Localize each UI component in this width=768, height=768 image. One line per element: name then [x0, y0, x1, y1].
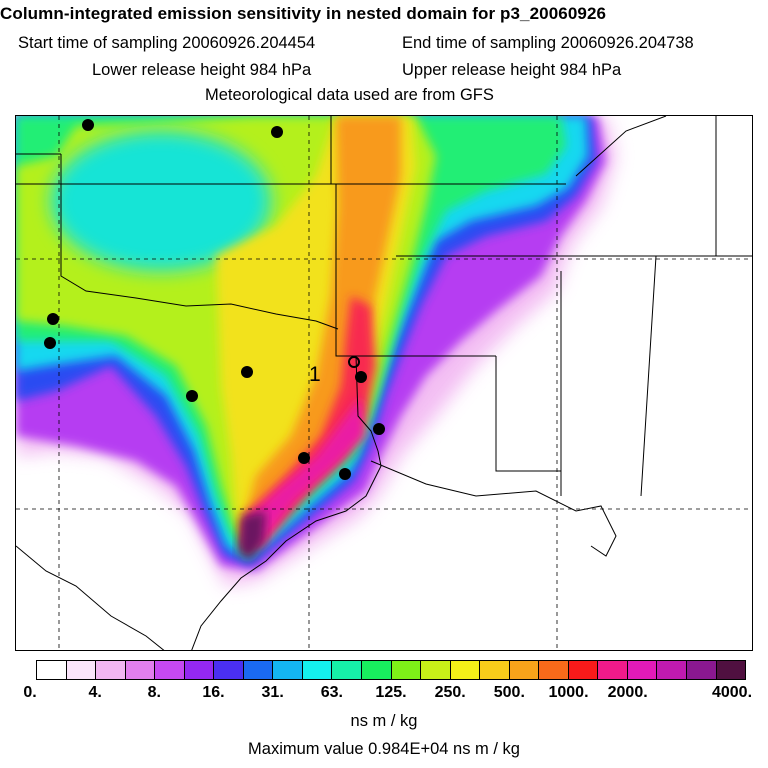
- contour-max: [238, 511, 266, 561]
- site-marker: [82, 119, 94, 131]
- colorbar-tick-label: 8.: [147, 684, 161, 701]
- colorbar-segment: [450, 661, 481, 679]
- colorbar-segment: [716, 661, 746, 679]
- state-border-la-tx: [355, 355, 379, 452]
- colorbar-segment: [509, 661, 540, 679]
- site-marker: [339, 468, 351, 480]
- state-border-ok-tx: [60, 154, 339, 330]
- mexico-border: [16, 545, 165, 650]
- site-marker: [373, 423, 385, 435]
- colorbar-segment: [362, 661, 392, 679]
- site-marker: [298, 452, 310, 464]
- contour-cyan-core: [51, 131, 271, 271]
- colorbar-tick-label: 63.: [320, 684, 343, 701]
- state-border-upper: [575, 116, 667, 177]
- contour-orange: [241, 116, 401, 536]
- colorbar-tick-label: 2000.: [607, 684, 648, 701]
- colorbar-segment: [96, 661, 126, 679]
- colorbar-segment: [214, 661, 244, 679]
- site-marker: [355, 371, 367, 383]
- coastline-east: [370, 460, 617, 557]
- colorbar-segment: [125, 661, 156, 679]
- colorbar-segment: [66, 661, 97, 679]
- release-point-marker: [348, 356, 360, 368]
- colorbar-segment: [657, 661, 688, 679]
- colorbar-segment: [421, 661, 451, 679]
- colorbar-tick-label: 500.: [493, 684, 525, 701]
- colorbar-units: ns m / kg: [350, 712, 418, 730]
- colorbar-segment: [627, 661, 658, 679]
- contour-magenta: [244, 396, 366, 546]
- coastline: [191, 450, 382, 650]
- colorbar-segment: [243, 661, 274, 679]
- colorbar-segment: [302, 661, 333, 679]
- site-markers: [44, 119, 385, 480]
- maximum-value: Maximum value 0.984E+04 ns m / kg: [248, 740, 520, 758]
- colorbar-tick-label: 31.: [261, 684, 284, 701]
- colorbar: [36, 660, 746, 680]
- release-point-label: 1: [309, 363, 321, 386]
- colorbar-segment: [391, 661, 422, 679]
- lower-release-height: Lower release height 984 hPa: [92, 61, 312, 79]
- sensitivity-map: 1: [15, 115, 753, 651]
- state-border-ms: [495, 356, 561, 472]
- colorbar-segment: [568, 661, 599, 679]
- upper-release-height: Upper release height 984 hPa: [402, 61, 622, 79]
- colorbar-segment: [598, 661, 628, 679]
- site-marker: [271, 126, 283, 138]
- colorbar-tick-label: 16.: [202, 684, 225, 701]
- colorbar-segment: [184, 661, 215, 679]
- colorbar-segment: [155, 661, 185, 679]
- start-sampling-time: Start time of sampling 20060926.204454: [18, 34, 316, 52]
- site-marker: [241, 366, 253, 378]
- map-title: Column-integrated emission sensitivity i…: [0, 4, 607, 23]
- boundaries: [16, 116, 752, 650]
- colorbar-tick-label: 0.: [23, 684, 37, 701]
- colorbar-tick-label: 125.: [375, 684, 407, 701]
- site-marker: [44, 337, 56, 349]
- sensitivity-field: [16, 116, 616, 586]
- colorbar-tick-label: 4.: [88, 684, 102, 701]
- end-sampling-time: End time of sampling 20060926.204738: [402, 34, 694, 52]
- colorbar-tick-label: 1000.: [548, 684, 589, 701]
- colorbar-tick-label: 4000.: [711, 684, 753, 701]
- graticule: [16, 116, 752, 650]
- site-marker: [186, 390, 198, 402]
- state-border-ar-east: [335, 184, 496, 357]
- colorbar-segment: [480, 661, 510, 679]
- colorbar-segment: [687, 661, 717, 679]
- met-data-source: Meteorological data used are from GFS: [205, 86, 494, 104]
- state-border-ga: [640, 255, 657, 497]
- colorbar-segment: [37, 661, 67, 679]
- colorbar-segment: [539, 661, 569, 679]
- colorbar-tick-label: 250.: [434, 684, 466, 701]
- colorbar-segment: [332, 661, 363, 679]
- state-border-ne: [715, 116, 752, 257]
- colorbar-segment: [273, 661, 303, 679]
- site-marker: [47, 313, 59, 325]
